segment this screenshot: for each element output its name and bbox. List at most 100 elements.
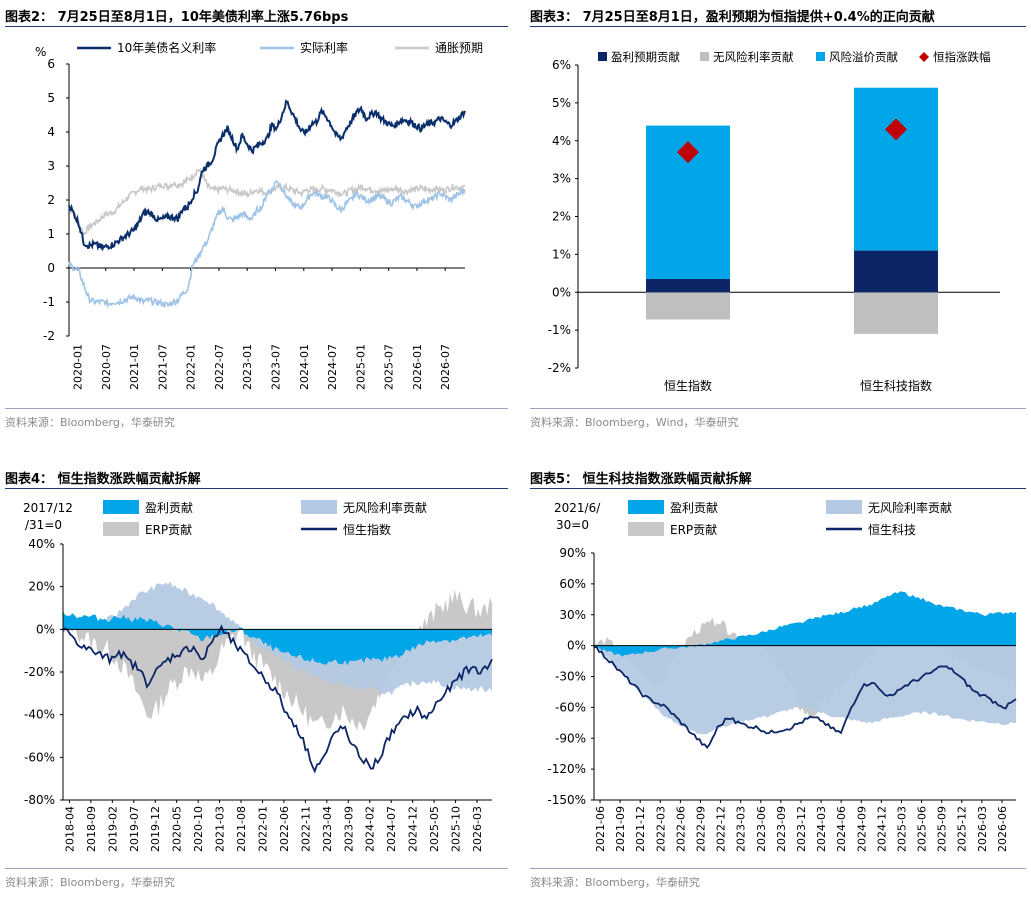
legend-swatch-rf xyxy=(826,500,862,514)
chart-source-5: 资料来源：Bloomberg，华泰研究 xyxy=(530,876,700,889)
x-tick-label: 2023-03 xyxy=(735,806,748,852)
chart-source-3: 资料来源：Bloomberg，Wind，华泰研究 xyxy=(530,416,739,429)
x-tick-label: 2025-06 xyxy=(916,806,929,852)
y-tick-label: -1% xyxy=(548,323,571,337)
x-tick-label: 2025-09 xyxy=(936,806,949,852)
marker-total-0 xyxy=(677,141,699,164)
y-tick-label: 0% xyxy=(567,639,586,653)
x-tick-label: 2022-01 xyxy=(256,806,269,852)
x-tick-label: 2021-09 xyxy=(614,806,627,852)
y-tick-label: 5% xyxy=(552,96,571,110)
area-earn xyxy=(63,611,492,666)
y-tick-label: 2 xyxy=(47,193,55,207)
y-tick-label: 4% xyxy=(552,134,571,148)
area-earn xyxy=(594,591,1016,657)
x-tick-label: 2024-09 xyxy=(855,806,868,852)
y-tick-label: 90% xyxy=(559,546,586,560)
x-tick-label: 2026-03 xyxy=(471,806,484,852)
y-tick-label: 40% xyxy=(28,537,55,551)
y-tick-label: 60% xyxy=(559,577,586,591)
x-category-label: 恒生科技指数 xyxy=(860,378,932,393)
y-tick-label: -2% xyxy=(548,361,571,375)
bar-earnings-1 xyxy=(854,250,938,293)
x-tick-label: 2025-05 xyxy=(428,806,441,852)
x-tick-label: 2023-09 xyxy=(775,806,788,852)
x-tick-label: 2024-02 xyxy=(364,806,377,852)
x-tick-label: 2020-05 xyxy=(171,806,184,852)
x-tick-label: 2023-09 xyxy=(342,806,355,852)
x-tick-label: 2023-06 xyxy=(755,806,768,852)
legend-swatch-erp xyxy=(103,522,139,536)
y-tick-label: -2 xyxy=(43,329,55,343)
series-line-idx xyxy=(62,624,493,774)
y-tick-label: -120% xyxy=(547,762,586,776)
x-tick-label: 2022-11 xyxy=(299,806,312,852)
y-tick-label: 0% xyxy=(552,285,571,299)
corner-label-1: 2017/12 xyxy=(23,501,73,515)
x-tick-label: 2026-07 xyxy=(439,344,452,390)
series-line-real xyxy=(68,180,466,309)
x-tick-label: 2025-12 xyxy=(956,806,969,852)
x-tick-label: 2025-03 xyxy=(895,806,908,852)
legend-swatch-0 xyxy=(598,52,607,61)
x-tick-label: 2018-04 xyxy=(63,806,76,852)
y-tick-label: -150% xyxy=(547,793,586,807)
legend-label-earn: 盈利贡献 xyxy=(145,500,193,515)
x-tick-label: 2021-03 xyxy=(214,806,227,852)
chart-panel-3: 图表3： 7月25日至8月1日，盈利预期为恒指提供+0.4%的正向贡献 -2% -… xyxy=(530,0,1028,440)
legend-label-0: 盈利预期贡献 xyxy=(611,50,680,64)
x-tick-label: 2021-01 xyxy=(128,344,141,390)
y-tick-label: -40% xyxy=(24,708,55,722)
chart-title-2: 图表2： 7月25日至8月1日，10年美债利率上涨5.76bps xyxy=(5,10,349,25)
legend-label-rf: 无风险利率贡献 xyxy=(868,500,952,515)
legend-label-real: 实际利率 xyxy=(300,40,348,55)
x-tick-label: 2023-07 xyxy=(269,344,282,390)
legend-swatch-2 xyxy=(816,52,825,61)
source-rule-2 xyxy=(5,408,508,409)
y-tick-label: 2% xyxy=(552,210,571,224)
legend-label-erp: ERP贡献 xyxy=(145,522,192,537)
x-tick-label: 2022-06 xyxy=(278,806,291,852)
legend-swatch-1 xyxy=(700,52,709,61)
legend-label-breakeven: 通胀预期 xyxy=(435,41,483,55)
bar-earnings-0 xyxy=(646,278,730,293)
x-tick-label: 2025-01 xyxy=(354,344,367,390)
chart-title-5: 图表5： 恒生科技指数涨跌幅贡献拆解 xyxy=(530,472,752,487)
x-tick-label: 2026-01 xyxy=(411,344,424,390)
chart-4-plot: -80% -60% -40% -20% 0% 20% 40% 2018-04 2018-09 20… xyxy=(23,500,493,852)
legend-swatch-earn xyxy=(103,500,139,514)
corner-label-2: /31=0 xyxy=(25,518,62,532)
x-tick-label: 2024-07 xyxy=(326,344,339,390)
source-rule-3 xyxy=(530,408,1026,409)
x-tick-label: 2024-03 xyxy=(815,806,828,852)
legend-label-3: 恒指涨跌幅 xyxy=(933,50,991,64)
chart-panel-2: 图表2： 7月25日至8月1日，10年美债利率上涨5.76bps % -2 -1 0 1… xyxy=(5,0,512,440)
y-tick-label: 3% xyxy=(552,172,571,186)
y-tick-label: 4 xyxy=(47,125,55,139)
x-tick-label: 2022-12 xyxy=(715,806,728,852)
y-unit-label: % xyxy=(35,45,46,59)
y-tick-label: 6% xyxy=(552,58,571,72)
x-tick-label: 2022-06 xyxy=(674,806,687,852)
chart-3-plot: -2% -1% 0% 1% 2% 3% 4% 5% 6% 恒生指数 恒生科技指数 盈利预期贡献 无风险利… xyxy=(548,50,1000,393)
y-tick-label: -60% xyxy=(555,700,586,714)
title-rule-4 xyxy=(5,488,508,489)
y-tick-label: -60% xyxy=(24,750,55,764)
chart-panel-5: 图表5： 恒生科技指数涨跌幅贡献拆解 -150% -120% -90% -60% -30… xyxy=(530,462,1028,897)
x-tick-label: 2026-03 xyxy=(976,806,989,852)
x-tick-label: 2021-06 xyxy=(594,806,607,852)
series-line-nominal xyxy=(68,99,466,252)
corner-label-1: 2021/6/ xyxy=(554,501,601,515)
y-tick-label: 0% xyxy=(36,622,55,636)
x-tick-label: 2026-06 xyxy=(996,806,1009,852)
y-tick-label: -80% xyxy=(24,793,55,807)
x-tick-label: 2025-10 xyxy=(450,806,463,852)
y-tick-label: 1 xyxy=(47,227,55,241)
area-erp xyxy=(63,589,492,731)
x-tick-label: 2024-12 xyxy=(407,806,420,852)
bar-rf-1 xyxy=(854,292,938,334)
x-tick-label: 2023-12 xyxy=(795,806,808,852)
x-category-label: 恒生指数 xyxy=(664,378,712,393)
corner-label-2: 30=0 xyxy=(556,518,589,532)
legend-label-2: 风险溢价贡献 xyxy=(829,50,898,64)
